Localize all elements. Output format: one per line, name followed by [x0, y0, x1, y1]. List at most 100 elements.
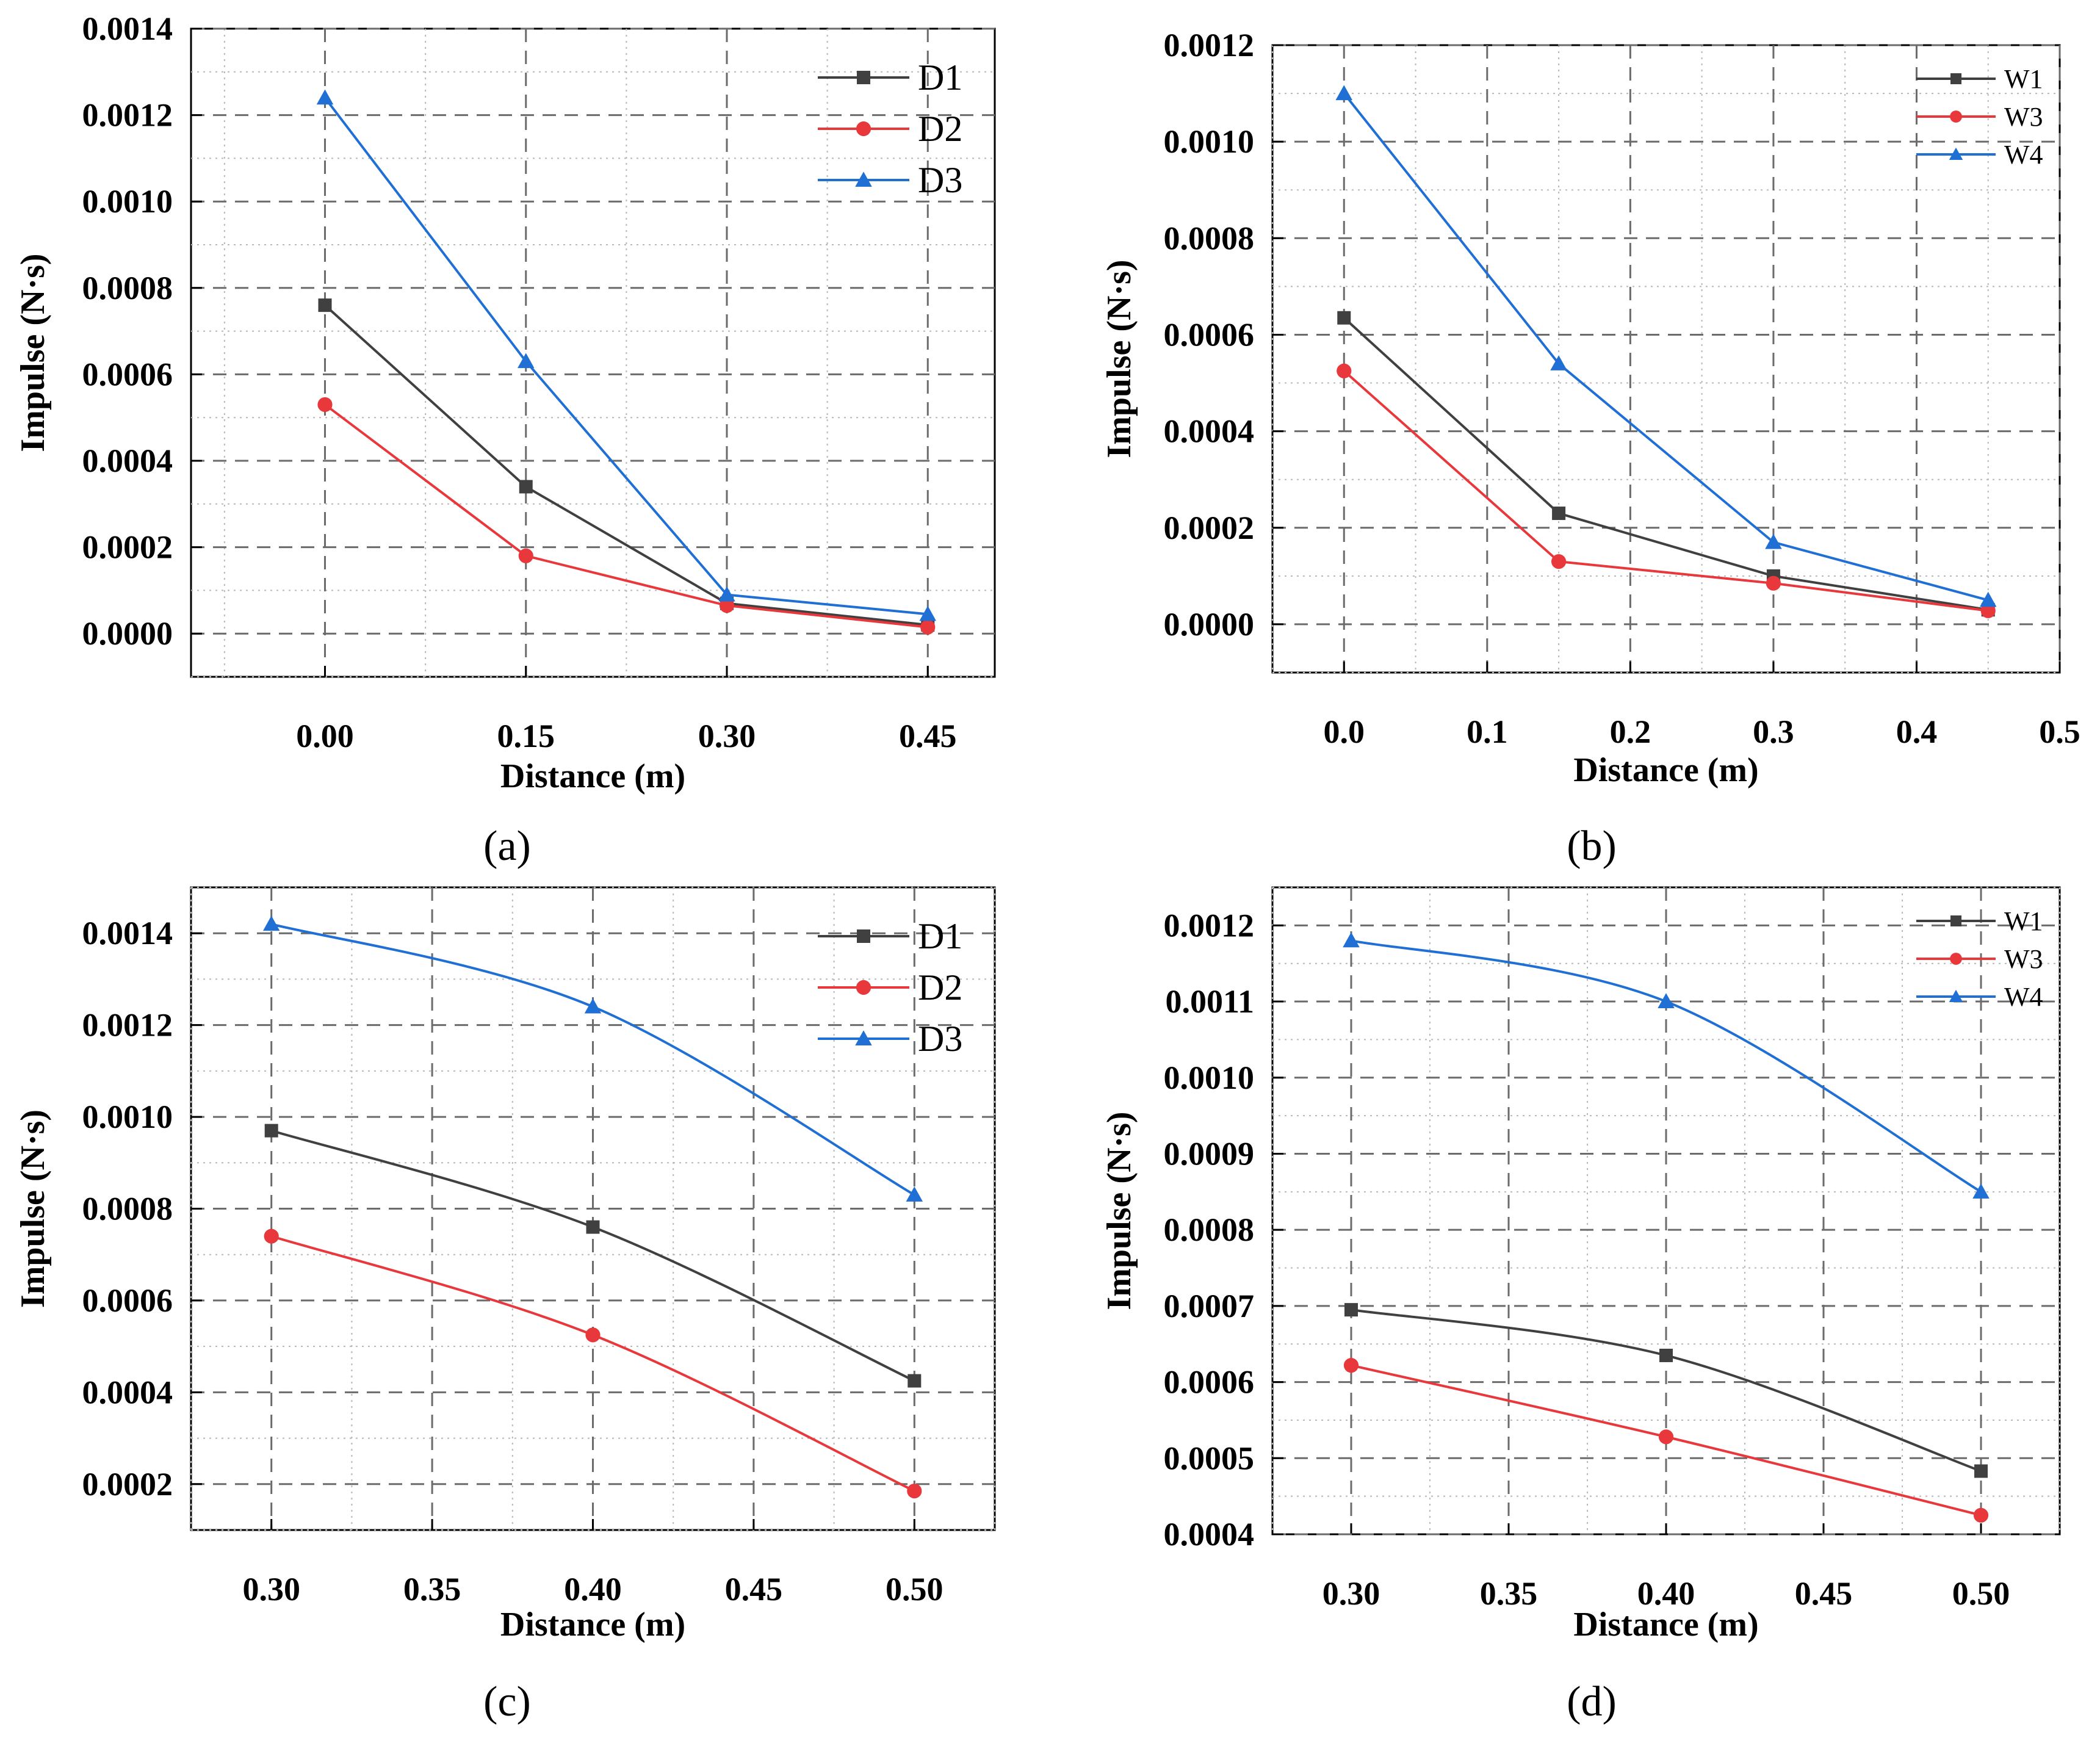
y-tick-label: 0.0012	[82, 97, 173, 134]
y-tick-label: 0.0004	[82, 442, 173, 479]
legend-marker-D3	[855, 1030, 872, 1045]
data-point-W3	[1973, 1507, 1989, 1523]
data-point-W3	[1343, 1358, 1359, 1373]
series-D2	[264, 1229, 922, 1499]
x-tick-label: 0.5	[2039, 713, 2080, 750]
series-line-W3	[1343, 370, 1988, 612]
data-point-D2	[317, 397, 333, 413]
y-tick-label: 0.0008	[82, 270, 173, 306]
series-D3	[316, 89, 936, 621]
x-axis-title: Distance (m)	[1573, 1606, 1758, 1644]
data-point-D3	[906, 1186, 923, 1202]
legend-marker-W4	[1949, 147, 1963, 160]
legend-label-W3: W3	[2004, 102, 2043, 132]
x-tick-label: 0.30	[242, 1571, 300, 1608]
panel-caption: (b)	[1567, 823, 1617, 870]
y-tick-label: 0.0005	[1164, 1440, 1255, 1476]
y-tick-label: 0.0000	[82, 615, 173, 652]
x-tick-label: 0.3	[1753, 713, 1794, 750]
chart-panel-a: 0.00 0.15 0.30 0.45 0.0000 0.0002 0.0004 0.0006…	[14, 10, 996, 870]
y-tick-label: 0.0011	[1165, 983, 1254, 1020]
series-W4	[1335, 85, 1997, 607]
legend-label-D2: D2	[918, 967, 962, 1008]
data-point-W4	[1335, 85, 1353, 101]
y-tick-label: 0.0002	[82, 1466, 173, 1503]
data-point-D2	[264, 1229, 279, 1244]
plot-frame	[1271, 44, 2061, 674]
x-tick-label: 0.4	[1896, 713, 1938, 750]
y-tick-label: 0.0007	[1164, 1288, 1255, 1324]
legend-marker-D2	[856, 980, 871, 995]
series-D2	[317, 397, 936, 635]
y-tick-label: 0.0004	[1164, 1516, 1255, 1553]
legend-marker-D1	[857, 929, 870, 943]
data-point-D1	[907, 1374, 922, 1388]
x-tick-label: 0.50	[886, 1571, 944, 1608]
chart-panel-d: 0.30 0.35 0.40 0.45 0.50 0.0004 0.0005 0.0006 0.…	[1100, 886, 2061, 1725]
data-point-W3	[1766, 576, 1781, 591]
y-axis-title: Impulse (N·s)	[14, 253, 52, 452]
data-point-W3	[1337, 363, 1352, 378]
y-tick-label: 0.0002	[1164, 510, 1255, 546]
y-tick-label: 0.0004	[1164, 413, 1255, 450]
data-point-W1	[1344, 1303, 1358, 1317]
x-tick-label: 0.35	[403, 1571, 461, 1608]
y-axis-title: Impulse (N·s)	[1100, 259, 1138, 458]
legend-label-W3: W3	[2004, 944, 2043, 974]
legend-label-D1: D1	[918, 57, 962, 98]
x-tick-label: 0.1	[1467, 713, 1508, 750]
y-axis-title: Impulse (N·s)	[1100, 1111, 1138, 1310]
data-point-W4	[1765, 533, 1782, 549]
panel-caption: (d)	[1567, 1678, 1617, 1725]
y-tick-label: 0.0006	[1164, 316, 1255, 353]
legend-marker-W3	[1950, 110, 1962, 123]
legend-marker-D1	[857, 71, 870, 84]
x-tick-label: 0.45	[899, 718, 957, 754]
x-tick-label: 0.30	[1322, 1575, 1380, 1612]
x-tick-label: 0.2	[1610, 713, 1651, 750]
x-tick-label: 0.45	[1795, 1575, 1853, 1612]
data-point-W4	[1972, 1183, 1990, 1199]
series-line-D2	[324, 403, 928, 629]
data-point-D1	[586, 1220, 600, 1234]
legend-marker-W1	[1950, 73, 1961, 84]
y-tick-label: 0.0008	[1164, 220, 1255, 256]
y-tick-label: 0.0012	[82, 1007, 173, 1044]
legend-label-D3: D3	[918, 1019, 962, 1059]
data-point-W1	[1659, 1348, 1673, 1362]
y-tick-label: 0.0002	[82, 529, 173, 566]
data-point-D1	[264, 1124, 278, 1138]
legend-label-W4: W4	[2004, 140, 2043, 170]
legend-label-D1: D1	[918, 916, 962, 956]
panel-caption: (a)	[483, 823, 531, 870]
panel-caption: (c)	[483, 1678, 531, 1725]
y-tick-label: 0.0008	[1164, 1211, 1255, 1248]
data-point-W3	[1658, 1429, 1674, 1445]
data-point-W4	[1550, 355, 1567, 370]
data-point-D2	[920, 619, 936, 635]
data-point-W3	[1551, 554, 1567, 569]
x-axis-title: Distance (m)	[500, 1606, 685, 1644]
data-point-D2	[907, 1483, 922, 1499]
legend-marker-W1	[1950, 915, 1961, 926]
series-line-W4	[1343, 92, 1989, 602]
data-point-D3	[584, 998, 602, 1014]
data-point-W4	[1979, 591, 1997, 607]
series-line-W1	[1343, 317, 1989, 612]
data-point-D3	[919, 605, 936, 621]
y-tick-label: 0.0014	[82, 915, 173, 951]
data-point-W3	[1980, 603, 1996, 618]
y-tick-label: 0.0014	[82, 10, 173, 47]
legend-label-D3: D3	[918, 160, 962, 200]
legend-label-D2: D2	[918, 109, 962, 149]
y-tick-label: 0.0012	[1164, 27, 1255, 63]
x-tick-label: 0.50	[1952, 1575, 2010, 1612]
data-point-D3	[316, 89, 334, 105]
legend-label-W4: W4	[2004, 982, 2043, 1012]
data-point-D1	[318, 298, 332, 312]
series-D1	[264, 1124, 922, 1388]
data-point-W4	[1343, 932, 1360, 948]
x-tick-label: 0.30	[698, 718, 756, 754]
plot-frame	[190, 27, 996, 678]
